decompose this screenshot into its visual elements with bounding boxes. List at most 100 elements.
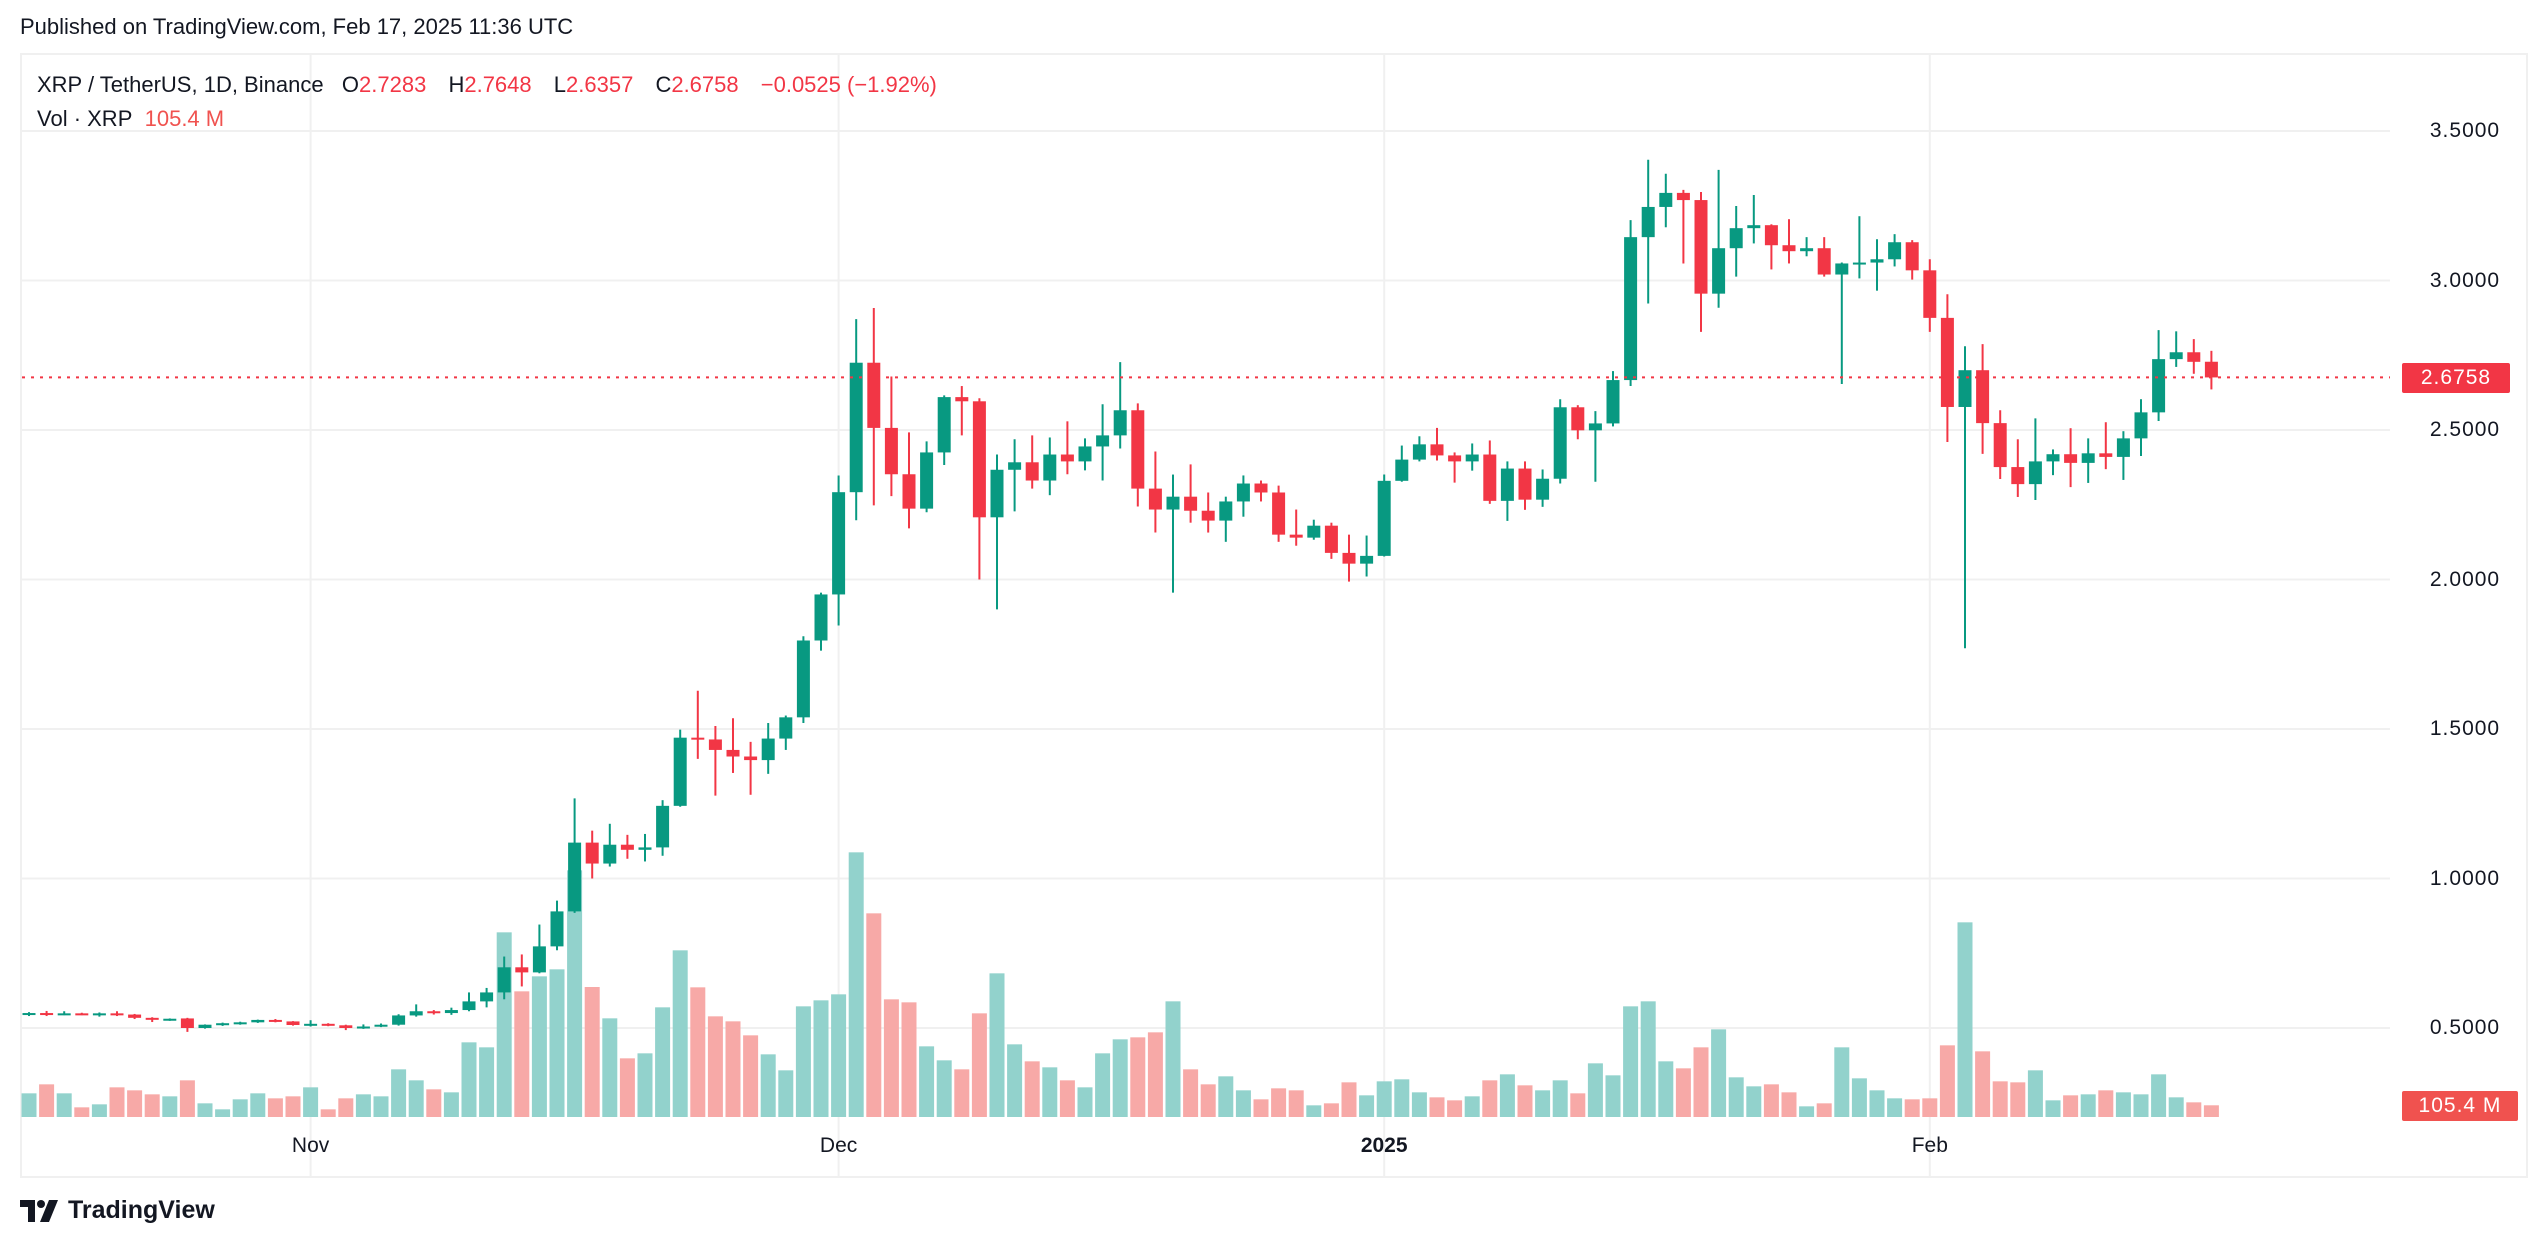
candle[interactable]	[1835, 262, 1849, 384]
candle[interactable]	[1993, 410, 2007, 480]
candle[interactable]	[955, 386, 969, 436]
candle[interactable]	[497, 956, 511, 1000]
candle[interactable]	[427, 1010, 441, 1015]
candle[interactable]	[1712, 169, 1726, 308]
candle[interactable]	[920, 441, 934, 513]
candle[interactable]	[1958, 346, 1972, 649]
candle[interactable]	[1800, 237, 1814, 257]
candle[interactable]	[110, 1011, 124, 1017]
candle[interactable]	[902, 432, 916, 529]
candle[interactable]	[1201, 492, 1215, 533]
candle[interactable]	[1342, 534, 1356, 582]
candle[interactable]	[568, 798, 582, 913]
candle[interactable]	[1043, 437, 1057, 496]
candle[interactable]	[744, 741, 758, 795]
candle[interactable]	[1571, 405, 1585, 440]
candle[interactable]	[779, 715, 793, 750]
candle[interactable]	[1131, 403, 1145, 507]
candle[interactable]	[673, 729, 687, 807]
candle[interactable]	[1219, 496, 1233, 542]
candle[interactable]	[1500, 461, 1514, 521]
candle[interactable]	[40, 1010, 54, 1017]
candle[interactable]	[2046, 449, 2060, 476]
candle[interactable]	[1307, 519, 1321, 540]
candle[interactable]	[761, 723, 775, 774]
candle[interactable]	[2011, 439, 2025, 497]
candle[interactable]	[321, 1023, 335, 1027]
candle[interactable]	[2134, 399, 2148, 457]
candle[interactable]	[1817, 237, 1831, 277]
candle[interactable]	[1764, 224, 1778, 270]
candle[interactable]	[1624, 220, 1638, 387]
candle[interactable]	[1465, 443, 1479, 471]
candle[interactable]	[444, 1007, 458, 1015]
candle[interactable]	[691, 690, 705, 759]
candle[interactable]	[180, 1017, 194, 1032]
candle[interactable]	[1940, 294, 1954, 442]
candle[interactable]	[1852, 216, 1866, 279]
candle[interactable]	[1078, 438, 1092, 471]
candle[interactable]	[1254, 480, 1268, 502]
candle[interactable]	[1448, 452, 1462, 483]
candle[interactable]	[937, 395, 951, 465]
candle[interactable]	[1184, 464, 1198, 523]
candle[interactable]	[1588, 411, 1602, 482]
candle[interactable]	[1641, 159, 1655, 304]
candle[interactable]	[1888, 234, 1902, 267]
candle[interactable]	[1553, 399, 1567, 484]
tradingview-footer[interactable]: TradingView	[20, 1196, 215, 1225]
candle[interactable]	[532, 924, 546, 974]
candle[interactable]	[198, 1024, 212, 1029]
candle[interactable]	[1518, 461, 1532, 510]
candle[interactable]	[2081, 438, 2095, 483]
candle[interactable]	[1395, 445, 1409, 482]
candle[interactable]	[1060, 421, 1074, 475]
candle[interactable]	[2116, 431, 2130, 480]
candle[interactable]	[814, 592, 828, 651]
candle[interactable]	[163, 1018, 177, 1021]
candle[interactable]	[1694, 191, 1708, 332]
candle[interactable]	[1923, 259, 1937, 332]
candle[interactable]	[990, 454, 1004, 610]
candle[interactable]	[1483, 440, 1497, 504]
candle[interactable]	[2099, 422, 2113, 470]
candle[interactable]	[128, 1013, 142, 1020]
candle[interactable]	[550, 900, 564, 951]
candle[interactable]	[233, 1021, 247, 1025]
candle[interactable]	[1676, 189, 1690, 264]
candle[interactable]	[1412, 436, 1426, 462]
candle[interactable]	[638, 833, 652, 862]
candle[interactable]	[1976, 344, 1990, 454]
candle[interactable]	[57, 1011, 71, 1016]
candle[interactable]	[1025, 435, 1039, 489]
candle[interactable]	[708, 726, 722, 796]
candle[interactable]	[1747, 194, 1761, 244]
candle[interactable]	[1096, 404, 1110, 481]
candle[interactable]	[216, 1022, 230, 1026]
candle[interactable]	[2152, 330, 2166, 422]
candle[interactable]	[409, 1004, 423, 1017]
candle[interactable]	[2028, 418, 2042, 500]
candle[interactable]	[75, 1012, 89, 1016]
candle[interactable]	[1430, 427, 1444, 461]
candle[interactable]	[1729, 206, 1743, 277]
candle[interactable]	[1870, 239, 1884, 291]
candle[interactable]	[972, 398, 986, 580]
candle[interactable]	[1148, 451, 1162, 533]
candle[interactable]	[145, 1017, 159, 1023]
candle[interactable]	[1236, 475, 1250, 517]
candle[interactable]	[286, 1021, 300, 1026]
candle[interactable]	[832, 475, 846, 626]
candle[interactable]	[22, 1012, 36, 1017]
candle[interactable]	[374, 1023, 388, 1028]
candle[interactable]	[1289, 509, 1303, 546]
candle[interactable]	[1536, 469, 1550, 507]
candle[interactable]	[356, 1024, 370, 1029]
candle[interactable]	[92, 1012, 106, 1017]
candle[interactable]	[726, 718, 740, 773]
candle[interactable]	[1008, 439, 1022, 512]
candle[interactable]	[1360, 535, 1374, 577]
candle[interactable]	[480, 987, 494, 1008]
candle[interactable]	[884, 376, 898, 497]
